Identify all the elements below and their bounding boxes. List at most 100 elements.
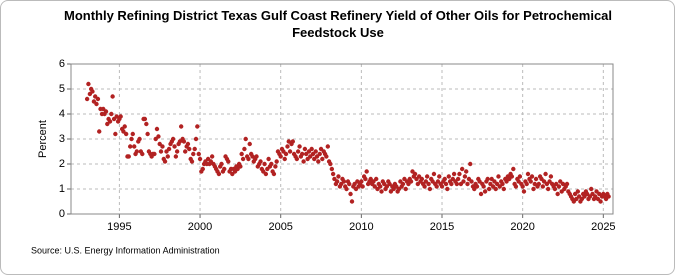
data-point: [128, 144, 133, 149]
data-point: [349, 199, 355, 204]
data-point: [525, 171, 531, 177]
y-tick-label: 4: [59, 108, 65, 120]
data-point: [451, 171, 457, 177]
data-point: [347, 181, 352, 187]
data-point: [301, 159, 306, 164]
data-point: [482, 189, 488, 194]
data-point: [126, 154, 131, 159]
data-point: [431, 171, 437, 177]
data-point: [287, 149, 293, 154]
data-point: [320, 156, 325, 162]
data-point: [598, 199, 603, 204]
data-point: [154, 126, 160, 132]
data-point: [454, 181, 460, 187]
data-point: [240, 156, 246, 162]
data-point: [243, 136, 248, 142]
data-point: [84, 96, 90, 102]
data-point: [465, 181, 470, 187]
data-point: [521, 189, 527, 194]
data-point: [90, 89, 95, 94]
data-point: [97, 129, 102, 134]
y-tick-label: 1: [59, 183, 65, 195]
data-point: [496, 174, 501, 179]
data-point: [269, 161, 274, 167]
data-point: [481, 184, 486, 189]
data-point: [200, 166, 205, 172]
x-tick-label: 1995: [107, 221, 131, 233]
data-point: [192, 146, 197, 152]
data-point: [107, 119, 113, 124]
data-point: [290, 139, 296, 144]
data-point: [145, 131, 150, 137]
data-point: [254, 154, 259, 159]
data-point: [422, 184, 427, 189]
data-point: [344, 186, 349, 192]
y-axis-label: Percent: [37, 120, 49, 158]
data-point: [324, 154, 329, 159]
data-point: [226, 159, 231, 164]
data-point: [552, 186, 558, 192]
data-point: [282, 156, 287, 162]
data-point: [543, 171, 548, 177]
data-point: [524, 181, 529, 187]
data-point: [132, 144, 137, 149]
data-point: [295, 149, 301, 154]
data-point: [459, 166, 465, 172]
data-point: [478, 191, 484, 197]
data-point: [446, 174, 451, 179]
data-point: [95, 96, 101, 102]
data-point: [247, 141, 252, 147]
data-point: [509, 174, 515, 179]
data-point: [493, 186, 498, 192]
data-point: [142, 116, 148, 122]
y-tick-label: 0: [59, 208, 65, 220]
data-point: [540, 184, 546, 189]
data-point: [242, 146, 247, 152]
data-point: [341, 179, 347, 184]
data-point: [403, 186, 408, 192]
data-point: [548, 174, 554, 179]
data-point: [156, 134, 161, 139]
data-point: [461, 179, 466, 184]
data-point: [263, 171, 269, 177]
data-point: [113, 131, 118, 137]
data-point: [173, 154, 179, 159]
x-tick-label: 2020: [510, 221, 534, 233]
data-point: [424, 174, 430, 179]
data-point: [189, 159, 195, 164]
data-point: [330, 171, 336, 177]
data-point: [517, 174, 523, 179]
data-point: [222, 166, 227, 172]
data-point: [262, 161, 267, 167]
chart-title: Monthly Refining District Texas Gulf Coa…: [63, 8, 613, 40]
x-tick-label: 2010: [349, 221, 373, 233]
data-point: [216, 171, 222, 177]
data-point: [511, 166, 516, 172]
data-point: [437, 174, 442, 179]
data-point: [294, 156, 300, 162]
data-point: [317, 151, 322, 157]
data-point: [427, 186, 433, 192]
data-point: [118, 114, 123, 119]
data-point: [196, 151, 201, 157]
data-point: [468, 161, 473, 167]
data-point: [246, 156, 251, 162]
data-point: [209, 154, 215, 159]
data-point: [185, 141, 191, 147]
data-point: [469, 179, 474, 184]
data-point: [174, 149, 180, 154]
data-point: [513, 184, 519, 189]
data-point: [336, 174, 341, 179]
data-point: [434, 184, 439, 189]
data-point: [219, 161, 224, 167]
data-point: [140, 151, 145, 157]
data-point: [364, 169, 369, 174]
data-point: [556, 184, 562, 189]
x-tick-label: 2005: [268, 221, 292, 233]
data-point: [123, 131, 129, 137]
data-point: [110, 94, 115, 99]
data-point: [316, 159, 321, 164]
data-point: [462, 174, 468, 179]
plot-frame: [70, 63, 614, 215]
